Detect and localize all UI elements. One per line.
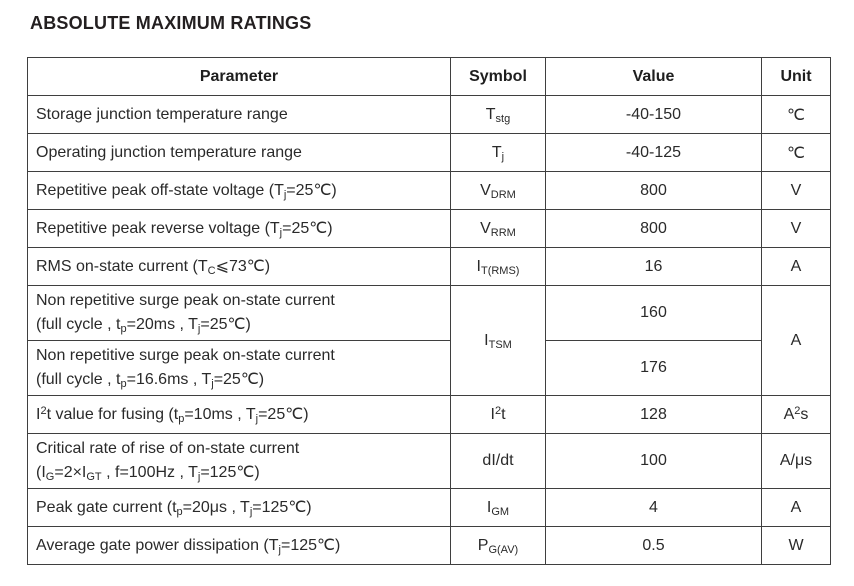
parameter-cell: Critical rate of rise of on-state curren… (27, 433, 451, 489)
parameter-cell: Storage junction temperature range (27, 95, 451, 134)
parameter-cell: RMS on-state current (TC⩽73℃) (27, 247, 451, 286)
value-cell: 160 (545, 285, 762, 341)
symbol-cell: I2t (450, 395, 546, 434)
table-row: Peak gate current (tp=20μs , Tj=125℃) IGM… (27, 488, 831, 527)
parameter-cell: I2t value for fusing (tp=10ms , Tj=25℃) (27, 395, 451, 434)
value-cell: 128 (545, 395, 762, 434)
symbol-cell: dI/dt (450, 433, 546, 489)
value-cell: 800 (545, 209, 762, 248)
parameter-cell: Non repetitive surge peak on-state curre… (27, 285, 451, 341)
unit-cell: A (761, 285, 831, 396)
value-cell: 800 (545, 171, 762, 210)
parameter-cell: Peak gate current (tp=20μs , Tj=125℃) (27, 488, 451, 527)
value-cell: -40-150 (545, 95, 762, 134)
parameter-cell: Repetitive peak off-state voltage (Tj=25… (27, 171, 451, 210)
symbol-cell: ITSM (450, 285, 546, 396)
column-header-symbol: Symbol (450, 57, 546, 96)
table-row: RMS on-state current (TC⩽73℃) IT(RMS) 16 A (27, 247, 831, 286)
column-header-value: Value (545, 57, 762, 96)
table-row: Repetitive peak reverse voltage (Tj=25℃)… (27, 209, 831, 248)
absolute-maximum-ratings-table: Parameter Symbol Value Unit Storage junc… (27, 57, 831, 565)
unit-cell: A (761, 247, 831, 286)
unit-cell: V (761, 209, 831, 248)
unit-cell: A (761, 488, 831, 527)
symbol-cell: Tj (450, 133, 546, 172)
parameter-cell: Operating junction temperature range (27, 133, 451, 172)
unit-cell: W (761, 526, 831, 565)
table-row: Storage junction temperature range Tstg -4… (27, 95, 831, 134)
value-cell: 176 (545, 340, 762, 396)
parameter-cell: Average gate power dissipation (Tj=125℃) (27, 526, 451, 565)
value-cell: 16 (545, 247, 762, 286)
unit-cell: A/μs (761, 433, 831, 489)
table-row: I2t value for fusing (tp=10ms , Tj=25℃) I… (27, 395, 831, 434)
value-cell: 0.5 (545, 526, 762, 565)
symbol-cell: VRRM (450, 209, 546, 248)
symbol-cell: IT(RMS) (450, 247, 546, 286)
table-row: Critical rate of rise of on-state curren… (27, 433, 831, 489)
symbol-cell: PG(AV) (450, 526, 546, 565)
column-header-unit: Unit (761, 57, 831, 96)
symbol-cell: VDRM (450, 171, 546, 210)
value-cell: 100 (545, 433, 762, 489)
parameter-cell: Non repetitive surge peak on-state curre… (27, 340, 451, 396)
symbol-cell: IGM (450, 488, 546, 527)
value-cell: -40-125 (545, 133, 762, 172)
parameter-cell: Repetitive peak reverse voltage (Tj=25℃) (27, 209, 451, 248)
table-row: Operating junction temperature range Tj -4… (27, 133, 831, 172)
unit-cell: V (761, 171, 831, 210)
ratings-table-body: Storage junction temperature range Tstg -4… (27, 95, 831, 565)
table-row: Repetitive peak off-state voltage (Tj=25… (27, 171, 831, 210)
table-header-row: Parameter Symbol Value Unit (27, 57, 831, 96)
unit-cell: A2s (761, 395, 831, 434)
unit-cell: ℃ (761, 95, 831, 134)
table-row: Non repetitive surge peak on-state curre… (27, 340, 831, 396)
column-header-parameter: Parameter (27, 57, 451, 96)
value-cell: 4 (545, 488, 762, 527)
table-row: Non repetitive surge peak on-state curre… (27, 285, 831, 396)
unit-cell: ℃ (761, 133, 831, 172)
table-row: Average gate power dissipation (Tj=125℃)… (27, 526, 831, 565)
section-title: ABSOLUTE MAXIMUM RATINGS (30, 13, 312, 33)
symbol-cell: Tstg (450, 95, 546, 134)
